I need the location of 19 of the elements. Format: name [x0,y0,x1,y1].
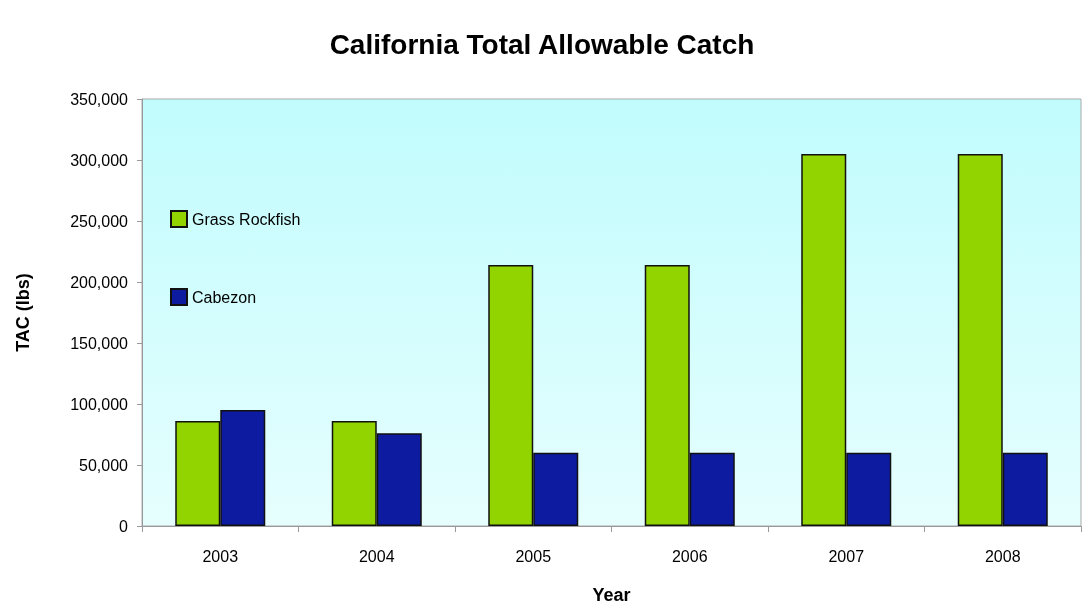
chart-title: California Total Allowable Catch [329,28,755,60]
y-tick-label: 100,000 [70,395,129,413]
x-axis-title: Year [592,585,631,605]
legend-label: Grass Rockfish [192,210,301,228]
y-tick-label: 300,000 [70,151,129,169]
y-tick-label: 150,000 [70,334,129,352]
x-tick-label: 2005 [515,547,552,565]
x-tick-label: 2004 [358,547,395,565]
y-tick-label: 200,000 [70,273,129,291]
y-tick-label: 0 [119,517,129,535]
x-tick-label: 2008 [984,547,1021,565]
x-tick-label: 2007 [828,547,865,565]
y-tick-label: 350,000 [70,90,129,108]
y-axis-title: TAC (lbs) [13,273,33,352]
x-tick-label: 2006 [671,547,708,565]
y-tick-label: 250,000 [70,212,129,230]
y-tick-label: 50,000 [79,456,129,474]
legend-label: Cabezon [192,288,257,306]
x-tick-label: 2003 [202,547,239,565]
